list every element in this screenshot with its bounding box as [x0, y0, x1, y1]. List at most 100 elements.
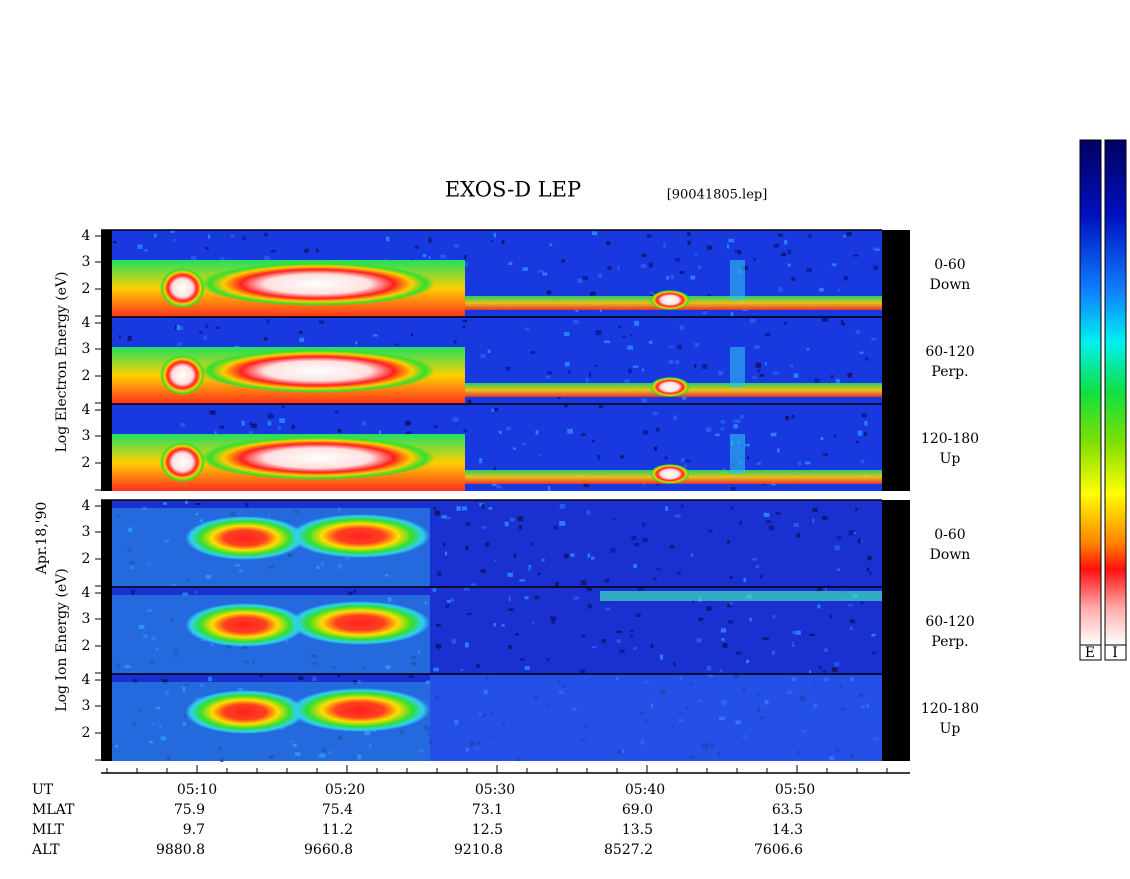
row-value: 13.5	[622, 822, 653, 838]
noise	[322, 747, 327, 753]
noise	[641, 368, 645, 372]
noise	[679, 271, 685, 274]
noise	[629, 629, 634, 632]
noise	[720, 420, 725, 424]
spectrogram-haze	[730, 434, 745, 474]
ion-axis-label: Log Ion Energy (eV)	[54, 568, 70, 711]
noise	[347, 591, 353, 596]
noise	[814, 378, 820, 383]
noise	[837, 288, 841, 292]
noise	[277, 426, 281, 430]
colorbar-label-box	[1104, 644, 1127, 661]
noise	[759, 374, 765, 377]
noise	[629, 634, 634, 637]
noise	[668, 345, 674, 348]
noise	[127, 548, 132, 552]
noise	[690, 275, 696, 280]
noise	[419, 749, 424, 753]
row-value: 05:40	[625, 782, 665, 798]
noise	[573, 319, 579, 324]
noise	[408, 675, 414, 678]
noise	[312, 676, 317, 682]
row-value: 9880.8	[156, 842, 205, 858]
noise	[440, 254, 446, 259]
noise	[267, 421, 272, 426]
noise	[208, 676, 212, 682]
noise	[132, 721, 137, 726]
noise	[784, 239, 788, 245]
row-value: 63.5	[772, 802, 803, 818]
noise	[508, 262, 513, 265]
noise	[519, 579, 526, 582]
noise	[143, 634, 148, 639]
noise	[822, 516, 828, 520]
noise	[428, 237, 432, 243]
noise	[174, 651, 178, 657]
noise	[873, 265, 879, 270]
noise	[792, 630, 796, 635]
noise	[587, 553, 591, 558]
noise	[364, 730, 371, 736]
noise	[605, 607, 611, 611]
noise	[633, 563, 638, 569]
noise	[871, 338, 877, 341]
noise	[298, 330, 303, 334]
noise	[847, 372, 853, 378]
direction-label: Up	[940, 721, 961, 737]
noise	[632, 365, 639, 368]
noise	[706, 245, 713, 250]
noise	[450, 598, 455, 602]
row-value: 7606.6	[754, 842, 803, 858]
noise	[674, 514, 681, 518]
noise	[185, 683, 190, 686]
noise	[211, 643, 214, 646]
noise	[809, 633, 815, 637]
noise	[353, 680, 357, 685]
direction-label: Down	[930, 277, 971, 293]
noise	[177, 342, 182, 346]
noise	[428, 256, 431, 259]
noise	[591, 646, 597, 649]
noise	[499, 430, 502, 435]
noise	[463, 587, 470, 591]
noise	[205, 324, 208, 329]
noise	[790, 363, 794, 368]
noise	[591, 231, 598, 236]
spectrogram-haze	[730, 260, 745, 300]
row-label: UT	[32, 782, 54, 798]
noise	[294, 752, 301, 756]
noise	[553, 525, 558, 530]
noise	[530, 541, 533, 546]
noise	[464, 642, 469, 648]
noise	[833, 662, 840, 667]
noise	[589, 291, 596, 296]
noise	[768, 525, 775, 531]
noise	[355, 341, 358, 345]
noise	[287, 553, 293, 558]
noise	[695, 253, 698, 256]
noise	[535, 430, 539, 435]
y-tick-label: 3	[82, 611, 91, 627]
noise	[332, 665, 336, 669]
angle-label: 0-60	[934, 527, 965, 543]
noise	[654, 446, 658, 451]
noise	[755, 565, 760, 569]
noise	[764, 362, 767, 366]
noise	[612, 517, 616, 521]
noise	[641, 253, 647, 257]
noise	[487, 349, 491, 354]
noise	[772, 614, 776, 619]
noise	[182, 592, 188, 596]
noise	[765, 520, 771, 523]
noise	[706, 427, 712, 433]
noise	[772, 371, 779, 375]
noise	[269, 755, 274, 759]
noise	[488, 507, 493, 510]
noise	[506, 426, 511, 431]
y-tick-label: 4	[82, 585, 91, 601]
noise	[663, 242, 666, 248]
noise	[860, 459, 865, 464]
noise	[837, 568, 840, 571]
noise	[267, 413, 274, 419]
noise	[515, 633, 519, 636]
